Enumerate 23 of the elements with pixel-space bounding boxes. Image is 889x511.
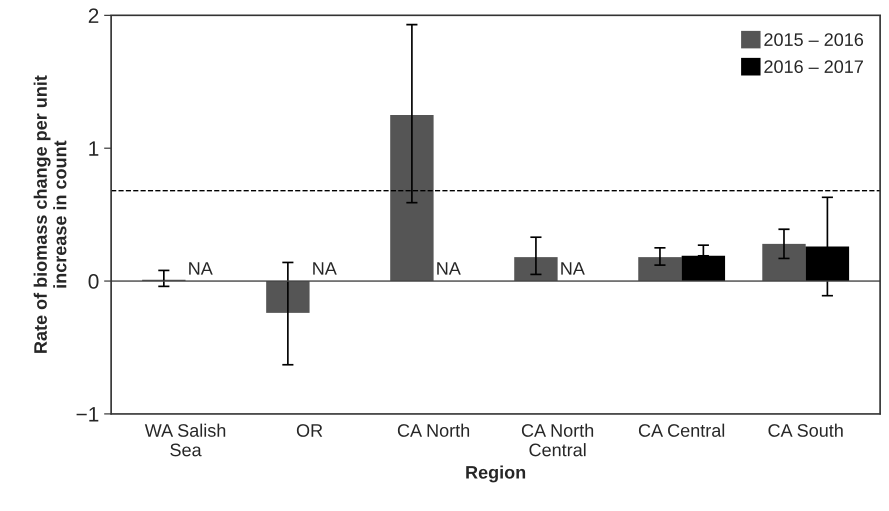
y-tick-label: 2 [88, 8, 98, 23]
x-tick-label: CA Central [638, 424, 724, 437]
legend-label: 2016 – 2017 [764, 60, 863, 74]
bar [514, 257, 558, 282]
x-tick-label: OR [296, 424, 322, 437]
y-axis-title: Rate of biomass change per unit increase in count [34, 75, 66, 353]
annotation: NA [313, 262, 337, 275]
bar [638, 257, 682, 282]
annotation: NA [437, 262, 461, 275]
y-tick-label: 0 [88, 274, 99, 289]
y-tick-label: 1 [89, 141, 98, 156]
x-tick-label: CA North Central [522, 424, 594, 456]
x-axis-title: Region [466, 465, 526, 482]
bar [390, 114, 434, 282]
annotation: NA [189, 262, 213, 275]
x-tick-label: CA North [398, 424, 470, 437]
y-tick-label: −1 [76, 407, 98, 422]
legend-label: 2015 – 2016 [764, 33, 864, 46]
annotation: NA [561, 262, 585, 275]
bar [762, 244, 806, 282]
x-tick-label: CA South [768, 424, 843, 437]
x-tick-label: WA Salish Sea [144, 424, 226, 456]
bar [266, 281, 310, 313]
